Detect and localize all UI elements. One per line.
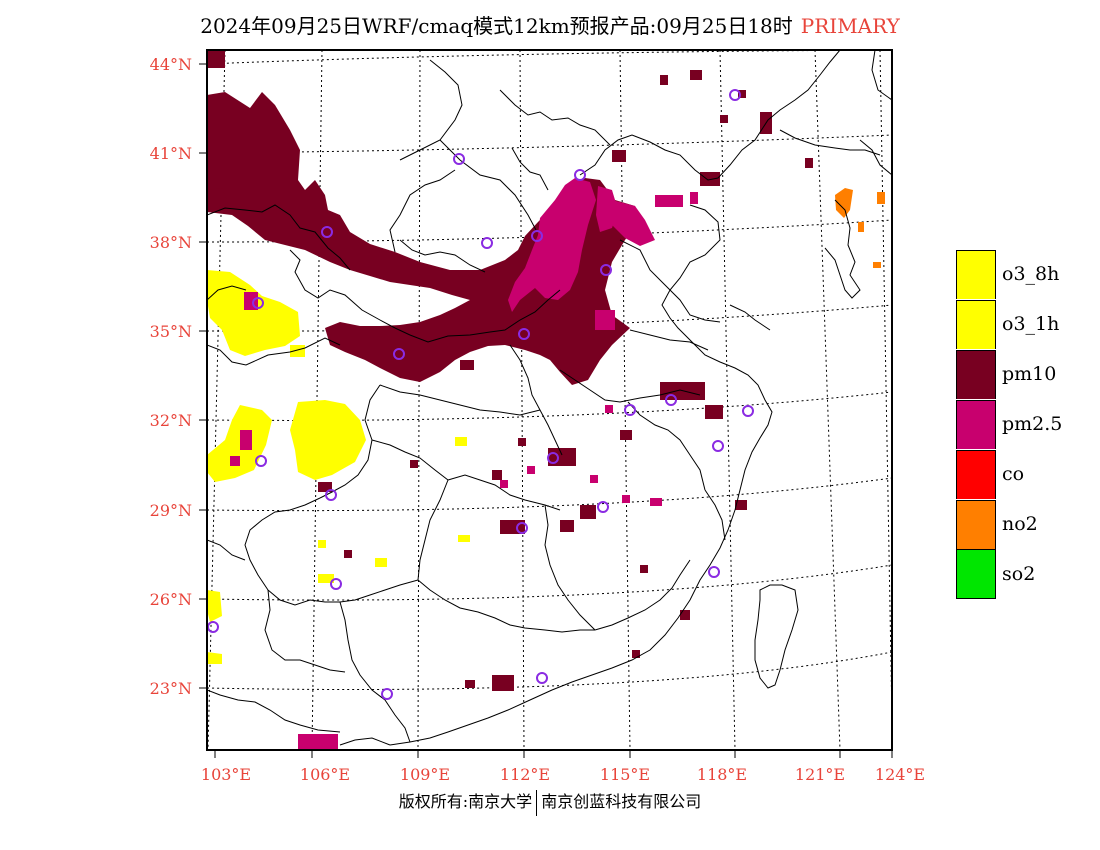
copyright-footer: 版权所有:南京大学 南京创蓝科技有限公司 [0,788,1100,816]
legend-swatch-so2 [956,549,996,599]
pm25-region [230,178,698,750]
lat-label-26: 26°N [150,590,192,609]
legend-swatch-o3-1h [956,299,996,349]
page-title: 2024年09月25日WRF/cmaq模式12km预报产品:09月25日18时 P… [0,10,1100,39]
lat-label-29: 29°N [150,501,192,520]
lat-label-35: 35°N [150,322,192,341]
legend-label-so2: so2 [1002,563,1036,585]
lon-label-112: 112°E [500,765,550,784]
lon-label-115: 115°E [600,765,650,784]
lat-label-32: 32°N [150,411,192,430]
lat-label-44: 44°N [150,55,192,74]
primary-badge: PRIMARY [800,14,900,38]
lon-label-103: 103°E [201,765,251,784]
tick-marks [199,63,893,758]
graticule [207,50,892,750]
legend-label-no2: no2 [1002,513,1038,535]
lon-label-118: 118°E [697,765,747,784]
legend-label-co: co [1002,463,1025,485]
map-frame [206,49,893,751]
lat-labels: 44°N 41°N 38°N 35°N 32°N 29°N 26°N 23°N [150,55,192,698]
legend-item-pm25: pm2.5 [956,399,1096,449]
legend-item-co: co [956,449,1096,499]
legend-item-no2: no2 [956,499,1096,549]
pm10-region [207,50,813,691]
copyright-left: 版权所有:南京大学 [398,792,533,811]
legend-label-pm25: pm2.5 [1002,413,1063,435]
legend-swatch-pm25 [956,399,996,449]
lat-label-38: 38°N [150,233,192,252]
no2-region [835,188,885,268]
legend-swatch-co [956,449,996,499]
copyright-divider [536,789,538,816]
legend-item-pm10: pm10 [956,349,1096,399]
lon-label-124: 124°E [875,765,925,784]
legend-item-o3-1h: o3_1h [956,299,1096,349]
lon-labels: 103°E 106°E 109°E 112°E 115°E 118°E 121°… [201,765,925,784]
legend-label-o3-1h: o3_1h [1002,313,1060,335]
legend-item-so2: so2 [956,549,1096,599]
map-content [207,50,892,750]
title-main: 2024年09月25日WRF/cmaq模式12km预报产品:09月25日18时 [200,14,793,38]
legend-swatch-o3-8h [956,249,996,299]
lon-label-121: 121°E [795,765,845,784]
legend-label-o3-8h: o3_8h [1002,263,1060,285]
legend-item-o3-8h: o3_8h [956,249,1096,299]
station-markers [207,89,754,700]
lon-label-106: 106°E [300,765,350,784]
boundaries [207,50,892,746]
legend-swatch-no2 [956,499,996,549]
lon-label-109: 109°E [400,765,450,784]
lat-label-23: 23°N [150,679,192,698]
legend-swatch-pm10 [956,349,996,399]
copyright-right: 南京创蓝科技有限公司 [541,792,702,811]
legend-label-pm10: pm10 [1002,363,1057,385]
lat-label-41: 41°N [150,144,192,163]
pollutant-legend: o3_8h o3_1h pm10 pm2.5 co no2 so2 [956,249,1096,599]
